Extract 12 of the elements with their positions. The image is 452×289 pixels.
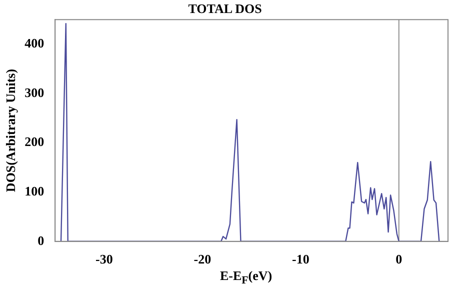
y-tick-label: 200 [24,134,44,150]
y-tick-label: 0 [38,232,44,248]
y-tick-label: 100 [24,183,44,198]
x-axis-title: E-E$_{F}$(eV) [218,268,274,287]
y-axis-title: DOS(Arbitrary Units) [3,68,18,192]
x-tick-label: -20 [194,252,212,267]
y-tick-label: 400 [24,36,44,51]
x-tick-label: 0 [396,252,402,267]
x-tick-label: -30 [96,252,113,267]
chart-title: TOTAL DOS [188,1,262,16]
x-tick-label: -10 [292,252,310,267]
y-tick-label: 300 [24,84,44,100]
